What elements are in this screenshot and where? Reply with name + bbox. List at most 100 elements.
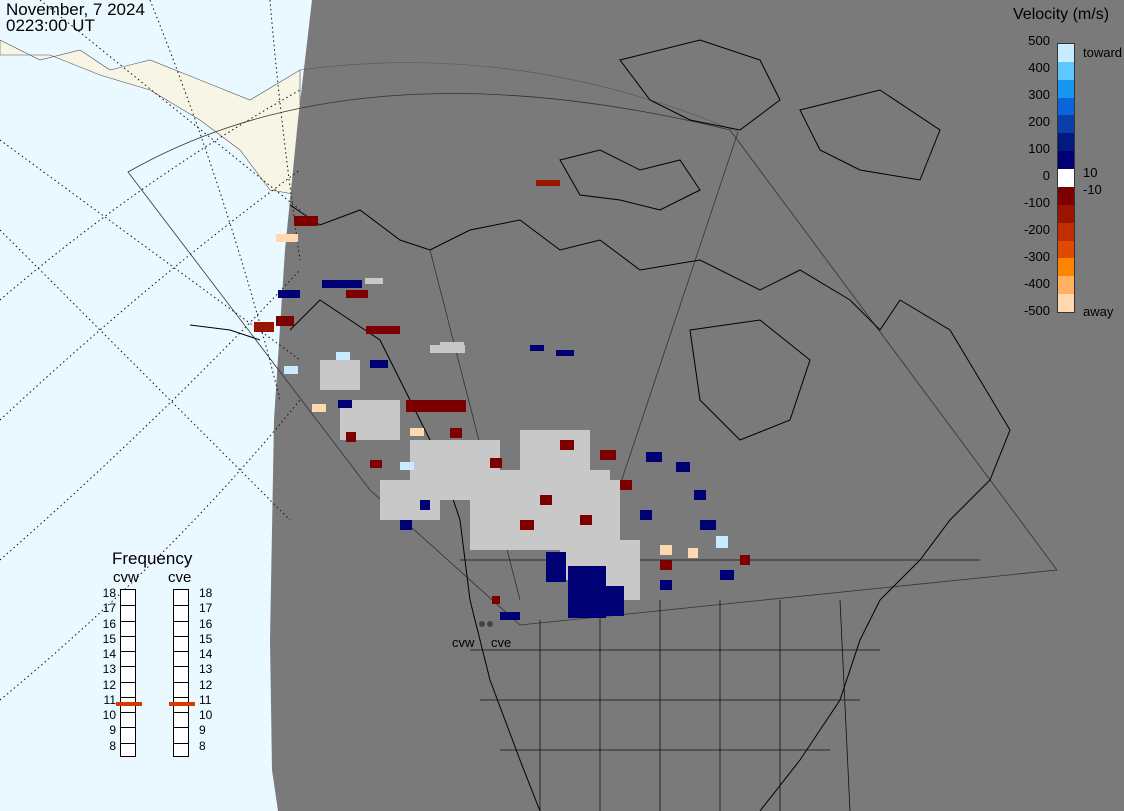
echo-cell-42	[560, 440, 574, 450]
frequency-radar-cve: cve	[168, 569, 192, 586]
frequency-scale-label: 9	[199, 723, 206, 738]
echo-cell-17	[556, 350, 574, 356]
grid-line-4	[149, 0, 281, 401]
frequency-gridline	[174, 681, 188, 683]
colorbar-segment-3	[1058, 97, 1074, 116]
frequency-gridline	[174, 651, 188, 653]
colorbar-segment-7	[1058, 169, 1074, 188]
echo-cell-31	[284, 366, 298, 374]
colorbar-tick-10: 10	[1083, 165, 1098, 180]
echo-cell-13	[604, 586, 624, 616]
frequency-scale-label: 15	[102, 631, 116, 646]
echo-cell-7	[320, 360, 360, 390]
echo-cell-47	[660, 560, 672, 570]
echo-cell-21	[700, 520, 716, 530]
frequency-scale-label: 10	[199, 708, 213, 723]
colorbar-tick-label: -300	[1023, 249, 1050, 264]
colorbar-title: Velocity (m/s)	[1013, 6, 1110, 23]
colorbar-segment-0	[1058, 44, 1074, 63]
echo-cell-15	[278, 290, 300, 298]
colorbar-segment-5	[1058, 133, 1074, 152]
echo-cell-28	[660, 580, 672, 590]
echo-cell-43	[600, 450, 616, 460]
echo-cell-58	[688, 548, 698, 558]
frequency-scale-label: 15	[199, 631, 213, 646]
coastline-2	[559, 149, 701, 211]
frequency-gridline	[174, 696, 188, 698]
frequency-gridline	[174, 727, 188, 729]
state-border-6	[839, 599, 851, 811]
frequency-scale-label: 14	[102, 647, 116, 662]
frequency-scale-label: 16	[199, 616, 213, 631]
coastline-4	[799, 89, 941, 181]
colorbar-tick-label: -500	[1023, 303, 1050, 318]
colorbar-tick-label: 400	[1028, 60, 1050, 75]
frequency-gridline	[121, 712, 135, 714]
echo-cell-32	[716, 536, 728, 548]
fov-divider-east	[599, 131, 739, 546]
echo-cell-37	[346, 290, 368, 298]
frequency-gridline	[174, 666, 188, 668]
colorbar-tick-label: 200	[1028, 114, 1050, 129]
radar-site-label-cve: cve	[491, 635, 512, 650]
frequency-gridline	[174, 620, 188, 622]
frequency-gridline	[121, 727, 135, 729]
frequency-scale-label: 12	[102, 677, 116, 692]
frequency-scale-label: 12	[199, 677, 213, 692]
frequency-scale-label: 11	[199, 692, 212, 707]
echo-cell-4	[520, 430, 590, 490]
grid-line-1	[0, 169, 301, 421]
colorbar-tick-neg10: -10	[1083, 182, 1102, 197]
colorbar-tick-label: 0	[1042, 168, 1050, 183]
echo-cell-34	[294, 216, 318, 226]
echo-cell-10	[365, 278, 383, 284]
echo-cell-36	[366, 326, 400, 334]
frequency-scale-label: 13	[199, 662, 213, 677]
frequency-gridline	[174, 712, 188, 714]
frequency-marker-cve	[169, 701, 195, 706]
echo-cell-54	[312, 404, 326, 412]
frequency-scale-label: 13	[102, 662, 116, 677]
frequency-scale-label: 18	[102, 586, 116, 600]
echo-cell-48	[740, 555, 750, 565]
echo-cell-49	[346, 432, 356, 442]
colorbar-tick-label: -400	[1023, 276, 1050, 291]
radar-site-cve	[487, 621, 493, 627]
frequency-panel-title: Frequency	[112, 549, 193, 568]
radar-site-label-cvw: cvw	[452, 635, 475, 650]
colorbar-segment-2	[1058, 79, 1074, 99]
frequency-scale-label: 16	[102, 616, 116, 631]
echo-cell-38	[406, 400, 466, 412]
echo-cell-51	[492, 596, 500, 604]
frequency-gridline	[121, 742, 135, 744]
radar-site-cvw	[479, 621, 485, 627]
plot-time: 0223:00 UT	[6, 16, 95, 35]
echo-cell-26	[338, 400, 352, 408]
night-side-shading	[270, 0, 1124, 811]
colorbar-segment-12	[1058, 258, 1074, 277]
colorbar-segment-1	[1058, 61, 1074, 81]
colorbar-segment-4	[1058, 115, 1074, 134]
echo-cell-45	[540, 495, 552, 505]
echo-cell-12	[546, 552, 566, 582]
colorbar-segment-9	[1058, 204, 1074, 224]
colorbar-away-label: away	[1083, 304, 1114, 319]
colorbar-segment-11	[1058, 240, 1074, 259]
frequency-gridline	[121, 635, 135, 637]
frequency-scale-label: 18	[199, 586, 213, 600]
coastline-3	[619, 39, 781, 131]
colorbar-tick-label: -100	[1023, 195, 1050, 210]
echo-cell-16	[530, 345, 544, 351]
echo-cell-40	[490, 458, 502, 468]
frequency-gridline	[121, 651, 135, 653]
colorbar-toward-label: toward	[1083, 45, 1123, 60]
frequency-gridline	[121, 620, 135, 622]
echo-cell-41	[520, 520, 534, 530]
radar-fov-outline	[127, 93, 1058, 626]
echo-cell-44	[620, 480, 632, 490]
echo-cell-29	[640, 510, 652, 520]
frequency-gridline	[174, 742, 188, 744]
frequency-gridline	[174, 635, 188, 637]
frequency-gridline	[174, 605, 188, 607]
